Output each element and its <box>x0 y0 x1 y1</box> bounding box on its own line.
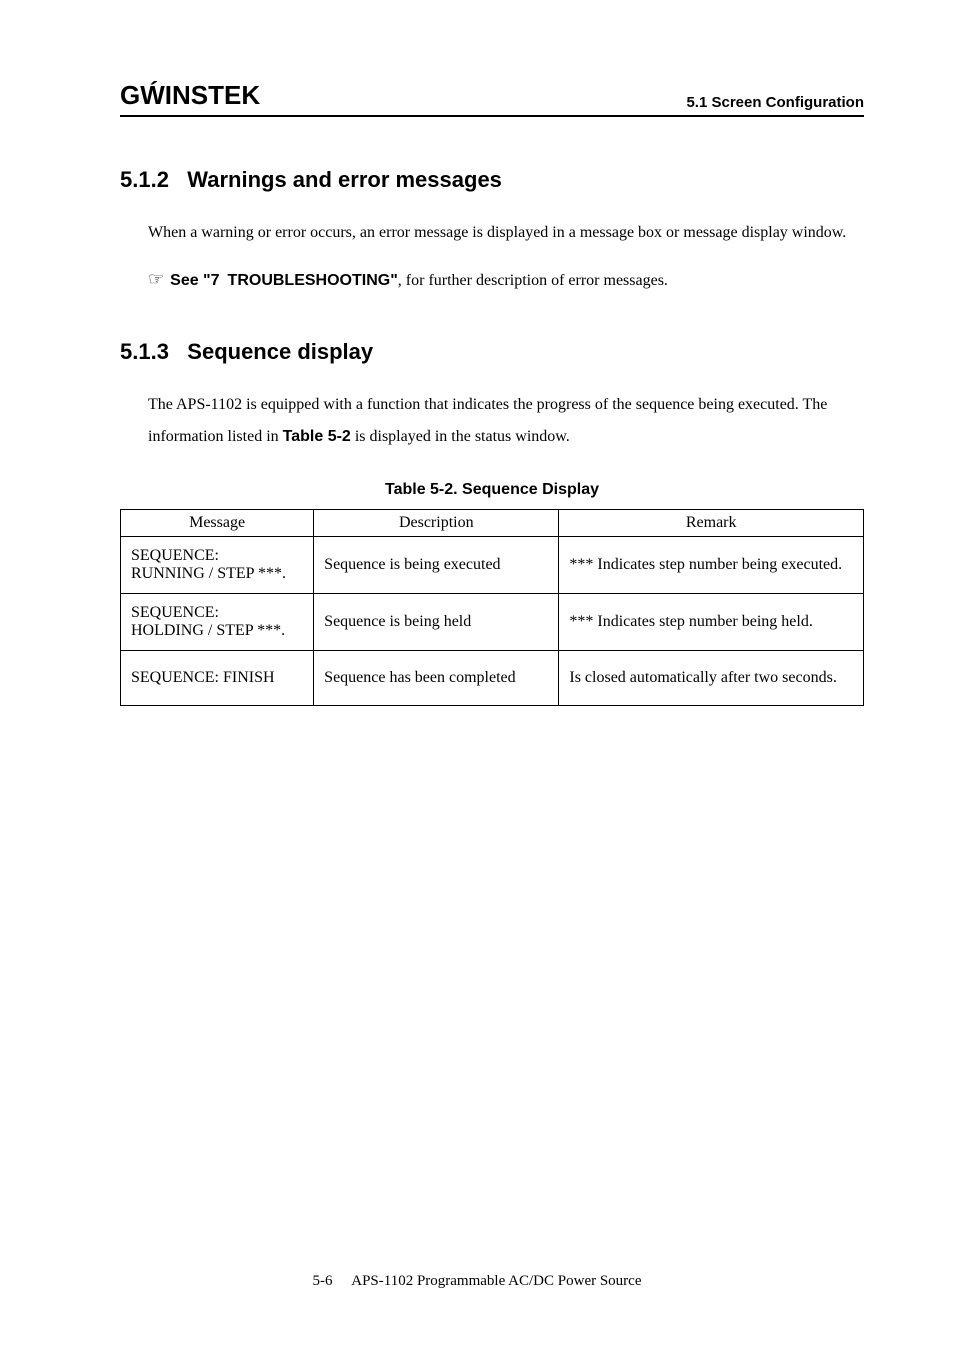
col-header-description: Description <box>314 510 559 537</box>
cell-message: SEQUENCE: FINISH <box>121 651 314 706</box>
section-number: 5.1.2 <box>120 167 169 192</box>
page-footer: 5-6 APS-1102 Programmable AC/DC Power So… <box>0 1273 954 1290</box>
cell-remark: Is closed automatically after two second… <box>559 651 864 706</box>
table-row: SEQUENCE: FINISH Sequence has been compl… <box>121 651 864 706</box>
seq-p1c: is displayed in the status window. <box>351 428 570 445</box>
col-header-remark: Remark <box>559 510 864 537</box>
cell-description: Sequence has been completed <box>314 651 559 706</box>
section-number: 5.1.3 <box>120 339 169 364</box>
table-ref: Table 5-2 <box>283 428 351 445</box>
see-reference: ☞ See "7 TROUBLESHOOTING", for further d… <box>148 261 864 297</box>
col-header-message: Message <box>121 510 314 537</box>
cell-message: SEQUENCE:HOLDING / STEP ***. <box>121 594 314 651</box>
doc-title: APS-1102 Programmable AC/DC Power Source <box>351 1273 641 1289</box>
page-number: 5-6 <box>312 1273 332 1289</box>
table-caption: Table 5-2. Sequence Display <box>120 481 864 499</box>
section-warnings-heading: 5.1.2 Warnings and error messages <box>120 167 864 193</box>
sequence-paragraph: The APS-1102 is equipped with a function… <box>148 389 864 453</box>
see-label: See "7 <box>170 272 219 289</box>
table-row: SEQUENCE:RUNNING / STEP ***. Sequence is… <box>121 537 864 594</box>
cell-remark: *** Indicates step number being executed… <box>559 537 864 594</box>
sequence-table: Message Description Remark SEQUENCE:RUNN… <box>120 509 864 706</box>
table-row: SEQUENCE:HOLDING / STEP ***. Sequence is… <box>121 594 864 651</box>
cell-remark: *** Indicates step number being held. <box>559 594 864 651</box>
page-header: GẂINSTEK 5.1 Screen Configuration <box>120 80 864 117</box>
header-section-label: 5.1 Screen Configuration <box>686 94 864 111</box>
section-title-text: Sequence display <box>187 339 373 364</box>
cell-description: Sequence is being executed <box>314 537 559 594</box>
cell-description: Sequence is being held <box>314 594 559 651</box>
section-sequence-heading: 5.1.3 Sequence display <box>120 339 864 365</box>
see-tail: , for further description of error messa… <box>398 272 668 289</box>
cell-message: SEQUENCE:RUNNING / STEP ***. <box>121 537 314 594</box>
see-title: TROUBLESHOOTING" <box>228 272 398 289</box>
logo: GẂINSTEK <box>120 80 260 111</box>
warnings-paragraph: When a warning or error occurs, an error… <box>148 217 864 249</box>
table-header-row: Message Description Remark <box>121 510 864 537</box>
section-title-text: Warnings and error messages <box>187 167 502 192</box>
pointer-icon: ☞ <box>148 269 164 289</box>
